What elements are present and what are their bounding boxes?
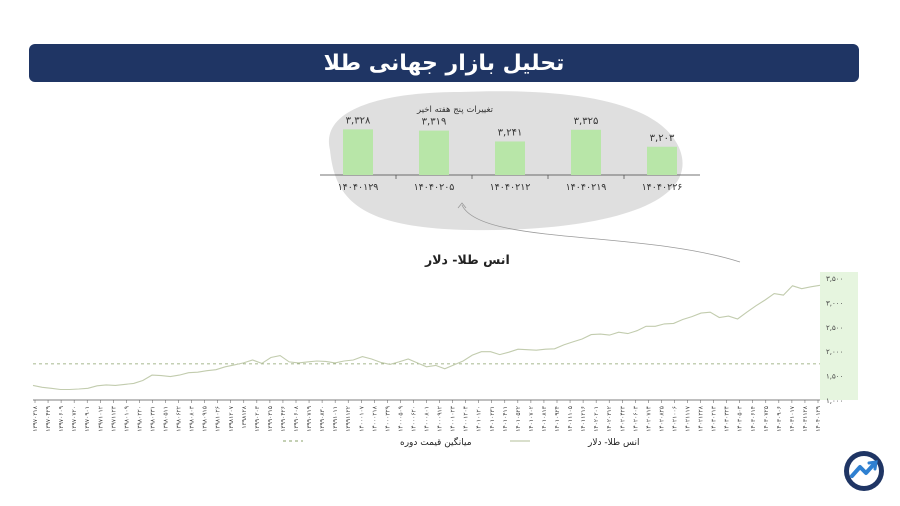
x-tick-label: ۱۴۰۳۱۱۲۸ bbox=[802, 405, 809, 432]
x-tick-label: ۱۳۹۷۰۴۲۹ bbox=[45, 406, 52, 432]
x-tick-label: ۱۴۰۲۱۱۱۷ bbox=[685, 405, 692, 432]
x-tick-label: ۱۳۹۸۰۸۰۳ bbox=[189, 405, 196, 432]
x-tick-label: ۱۳۹۹۰۷۱۹ bbox=[306, 406, 313, 432]
x-tick-label: ۱۳۹۷۱۰۱۲ bbox=[97, 406, 104, 432]
x-tick-label: ۱۳۹۷۰۹۰۱ bbox=[84, 406, 91, 432]
series-gold-price-line bbox=[32, 284, 821, 391]
x-tick-label: ۱۴۰۱۱۲۱۶ bbox=[580, 406, 587, 432]
legend-label-average: میانگین قیمت دوره bbox=[400, 436, 472, 448]
bar bbox=[343, 129, 373, 175]
x-tick-label: ۱۳۹۹۰۲۰۳ bbox=[254, 405, 261, 432]
x-tick-label: ۱۳۹۷۰۷۲۰ bbox=[71, 406, 78, 432]
x-tick-label: ۱۴۰۱۰۵۲۲ bbox=[515, 406, 522, 432]
bar-value-label: ۳,۲۰۳ bbox=[650, 133, 675, 144]
x-tick-label: ۱۳۹۷۰۶۰۹ bbox=[58, 406, 65, 432]
x-tick-label: ۱۳۹۸۱۲۰۷ bbox=[228, 405, 235, 432]
x-tick-label: ۱۴۰۱۰۴۱۱ bbox=[502, 406, 509, 432]
x-tick-label: ۱۴۰۰۰۱۰۷ bbox=[358, 405, 365, 432]
bar-category-label: ۱۴۰۴۰۲۱۹ bbox=[566, 182, 607, 193]
legend-label-gold-price: انس طلا- دلار bbox=[587, 438, 639, 448]
bar-value-label: ۳,۳۲۵ bbox=[574, 116, 599, 127]
x-tick-label: ۱۳۹۸۰۳۳۱ bbox=[149, 406, 156, 432]
y-tick-label: ۱,۵۰۰ bbox=[826, 373, 843, 381]
x-tick-label: ۱۴۰۲۰۲۰۱ bbox=[593, 406, 600, 432]
bar-category-label: ۱۴۰۴۰۲۰۵ bbox=[414, 182, 455, 193]
x-tick-label: ۱۳۹۹۰۴۲۶ bbox=[280, 406, 287, 432]
x-tick-label: ۱۳۹۹۰۸۳۰ bbox=[319, 406, 326, 432]
x-tick-label: ۱۳۹۸۱۰۲۶ bbox=[215, 406, 222, 432]
bar bbox=[419, 130, 449, 175]
x-tick-label: ۱۳۹۹۱۰۱۱ bbox=[332, 406, 339, 432]
brand-logo bbox=[843, 450, 885, 492]
x-tick-label: ۱۳۹۸۰۲۲۰ bbox=[136, 406, 143, 432]
x-tick-label: ۱۳۹۹۱۱۲۲ bbox=[345, 406, 352, 432]
x-tick-label: ۱۴۰۳۰۶۱۴ bbox=[750, 406, 757, 432]
x-tick-label: ۱۳۹۷۱۱۲۳ bbox=[110, 405, 117, 432]
bar-chart: تغییرات پنج هفته اخیر ۳,۳۲۸ ۱۴۰۴۰۱۲۹ ۳,۳۱۹ ۱… bbox=[320, 105, 700, 193]
bar bbox=[495, 141, 525, 175]
bar-value-label: ۳,۲۴۱ bbox=[498, 127, 523, 138]
y-tick-label: ۲,۵۰۰ bbox=[826, 324, 843, 332]
y-tick-label: ۲,۰۰۰ bbox=[826, 348, 843, 356]
x-tick-label: ۱۴۰۰۱۲۰۴ bbox=[463, 406, 470, 432]
bar-value-label: ۳,۳۲۸ bbox=[346, 115, 371, 126]
bar-value-label: ۳,۳۱۹ bbox=[422, 117, 447, 128]
y-axis-highlight bbox=[820, 272, 858, 400]
x-tick-label: ۱۴۰۲۰۸۲۵ bbox=[658, 406, 665, 432]
x-tick-label: ۱۳۹۸۰۱۰۹ bbox=[123, 406, 130, 432]
x-tick-label: ۱۴۰۴۰۱۲۹ bbox=[815, 406, 822, 432]
x-tick-label: ۱۴۰۰۰۵۰۹ bbox=[397, 406, 404, 432]
line-chart: انس طلا- دلار ۱,۰۰۰ ۱,۵۰۰ ۲,۰۰۰ ۲,۵۰۰ ۳,۰۰۰ ۳,… bbox=[32, 252, 858, 448]
x-tick-label: ۱۳۹۹۰۶۰۸ bbox=[293, 405, 300, 432]
x-tick-label: ۱۳۹۷۰۳۱۸ bbox=[32, 405, 39, 432]
x-tick-label: ۱۴۰۰۰۲۱۸ bbox=[371, 405, 378, 432]
title-banner: تحلیل بازار جهانی طلا bbox=[29, 44, 859, 82]
x-tick-label: ۱۴۰۳۰۵۰۳ bbox=[737, 405, 744, 432]
x-tick-label: ۱۴۰۳۰۳۲۴ bbox=[724, 406, 731, 432]
y-tick-label: ۳,۰۰۰ bbox=[826, 299, 843, 307]
x-tick-label: ۱۴۰۰۰۶۲۰ bbox=[410, 406, 417, 432]
page-title: تحلیل بازار جهانی طلا bbox=[323, 50, 565, 76]
x-tick-label: ۱۴۰۳۰۹۰۶ bbox=[776, 406, 783, 432]
arrow-head bbox=[457, 202, 467, 209]
x-tick-label: ۱۴۰۰۱۰۲۳ bbox=[450, 405, 457, 432]
x-tick-label: ۱۳۹۸۰۶۲۲ bbox=[176, 406, 183, 432]
x-tick-label: ۱۴۰۰۰۳۲۹ bbox=[384, 406, 391, 432]
x-tick-label: ۱۴۰۲۱۲۲۸ bbox=[698, 405, 705, 432]
x-tick-label: ۱۴۰۱۰۸۱۳ bbox=[541, 405, 548, 432]
x-tick-label: ۱۳۹۸۰۹۱۵ bbox=[202, 406, 209, 432]
x-tick-label: ۱۴۰۲۰۶۰۳ bbox=[632, 405, 639, 432]
x-tick-label: ۱۴۰۱۱۱۰۵ bbox=[567, 406, 574, 432]
x-tick-label: ۱۴۰۱۰۲۳۱ bbox=[489, 406, 496, 432]
bar-category-label: ۱۴۰۴۰۱۲۹ bbox=[338, 182, 379, 193]
y-tick-label: ۱,۰۰۰ bbox=[826, 397, 843, 405]
x-tick-label: ۱۴۰۱۰۹۲۴ bbox=[554, 406, 561, 432]
x-tick-label: ۱۳۹۹۰۳۱۵ bbox=[267, 406, 274, 432]
logo-icon bbox=[844, 451, 884, 491]
x-tick-label: ۱۴۰۳۱۰۱۷ bbox=[789, 405, 796, 432]
y-tick-label: ۳,۵۰۰ bbox=[826, 275, 843, 283]
x-tick-label: ۱۴۰۳۰۷۲۵ bbox=[763, 406, 770, 432]
x-tick-label: ۱۴۰۲۰۴۲۳ bbox=[619, 405, 626, 432]
bar-category-label: ۱۴۰۴۰۲۲۶ bbox=[642, 182, 683, 193]
x-tick-label: ۱۴۰۱۰۷۰۲ bbox=[528, 406, 535, 432]
line-chart-title: انس طلا- دلار bbox=[424, 252, 510, 267]
x-tick-label: ۱۴۰۲۰۳۱۲ bbox=[606, 406, 613, 432]
x-tick-label: ۱۴۰۱۰۱۲۰ bbox=[476, 406, 483, 432]
bar-chart-title: تغییرات پنج هفته اخیر bbox=[416, 105, 494, 115]
x-tick-label: ۱۳۹۸۱۲۸ bbox=[241, 405, 248, 428]
x-tick-label: ۱۴۰۰۰۹۱۲ bbox=[437, 406, 444, 432]
x-tick-label: ۱۴۰۳۰۲۱۳ bbox=[711, 405, 718, 432]
x-tick-label: ۱۳۹۸۰۵۱۱ bbox=[163, 406, 170, 432]
bar-category-label: ۱۴۰۴۰۲۱۲ bbox=[490, 182, 531, 193]
x-tick-label: ۱۴۰۲۱۰۰۶ bbox=[671, 406, 678, 432]
connector-arrow bbox=[461, 204, 741, 263]
x-tick-label: ۱۴۰۰۰۸۰۱ bbox=[424, 406, 431, 432]
bar bbox=[647, 146, 677, 175]
bar bbox=[571, 129, 601, 175]
x-tick-label: ۱۴۰۲۰۷۱۴ bbox=[645, 406, 652, 432]
